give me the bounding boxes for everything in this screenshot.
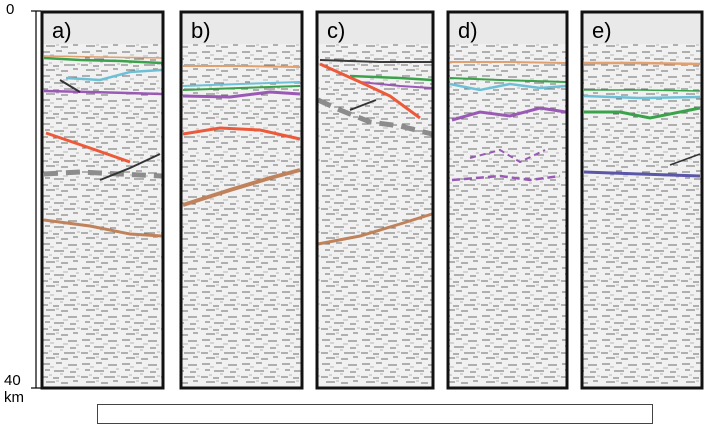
panel-a-label: a) [52,18,72,43]
depth-axis-unit: km [4,389,24,406]
panel-c-header-band [317,12,433,44]
panel-b: b) [179,10,304,390]
panel-a-cyan-reflector [65,68,163,82]
panel-a-purple-reflector [43,89,163,96]
panel-b-tan-reflector [183,65,301,68]
panel-d-border [446,10,569,390]
panel-c-brown-reflector [317,212,433,246]
panel-e-dark-fault [669,153,701,166]
depth-axis-bottom-label: 40 [4,372,21,389]
panel-c-orange-reflector [319,62,421,120]
panel-a-dark-fault [99,153,161,181]
panel-d-purple-dashed-reflector [469,148,546,164]
panel-d-header-band [448,12,567,44]
panel-a-grey-dashed-reflector [43,169,163,179]
panel-e-tan-reflector [584,61,701,66]
seismic-figure: 0 40 km a) [4,1,704,424]
panel-e-green-reflector [584,106,701,120]
panel-c-purple-reflector [359,81,433,89]
panel-b-brown-reflector [182,168,301,207]
panel-a-header-band [42,12,163,44]
panel-b-border [179,10,304,390]
panel-a: a) [40,10,165,390]
panel-e-label: e) [592,18,612,43]
panel-b-header-band [181,12,302,44]
panel-d-seismic-section [448,12,567,388]
panel-d-label: d) [458,18,478,43]
panel-a-dark-fault-2 [59,79,81,93]
panel-e-header-band [582,12,702,44]
panel-b-orange-reflector [182,126,301,141]
panel-a-tan-reflector [43,55,163,59]
panel-d-green-reflector [449,77,567,83]
panel-c-dark-fault [349,99,377,111]
panel-d-tan-reflector [450,61,567,64]
panel-d-purple-deep-reflector [451,174,561,182]
panel-c: c) [315,10,435,390]
panel-e-green-thin-reflector [584,89,701,92]
panel-b-green-reflector [182,85,301,91]
panel-b-purple-reflector [182,90,301,99]
panel-a-green-reflector [43,56,163,65]
seismic-plot: a) b) c) [31,10,704,390]
panel-a-border [40,10,165,390]
panel-e-cyan-reflector [583,94,701,100]
panel-d-cyan-reflector [449,82,567,92]
panel-e: e) [580,10,704,390]
panel-a-seismic-section [42,12,163,388]
panel-a-brown-reflector [43,218,163,238]
panel-e-seismic-section [582,12,702,388]
panel-c-border [315,10,435,390]
legend-box [97,404,653,424]
panel-c-seismic-section [317,12,433,388]
panel-d-purple-reflector [451,106,567,122]
panel-e-border [580,10,704,390]
panel-c-dark-reflector [319,59,432,63]
panel-c-grey-dashed-reflector [316,97,433,137]
panel-c-green-reflector [349,74,433,82]
panel-b-cyan-reflector [182,81,301,87]
panel-a-orange-reflector [45,131,131,164]
panel-c-label: c) [327,18,345,43]
panel-d: d) [446,10,569,390]
panel-e-blue-reflector [583,170,701,178]
depth-axis-top-label: 0 [6,1,15,18]
panel-b-label: b) [191,18,211,43]
